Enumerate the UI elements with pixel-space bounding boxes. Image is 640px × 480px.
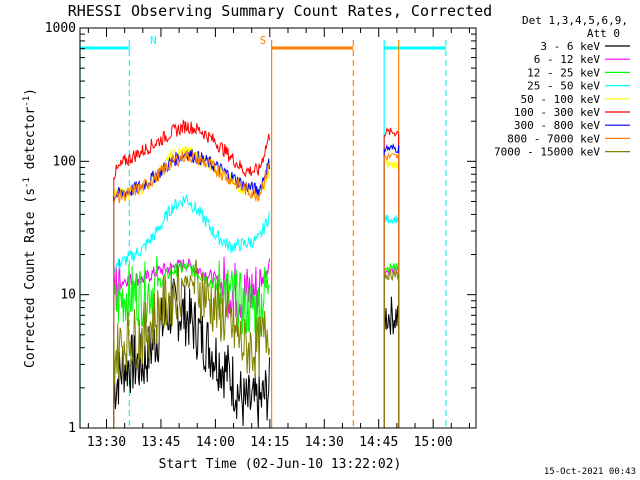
y-tick-label: 10 (60, 288, 76, 303)
flag-label: S (260, 34, 267, 47)
x-tick-label: 14:00 (196, 435, 235, 450)
series-line (113, 149, 270, 428)
legend-header: Det 1,3,4,5,6,9, (522, 14, 628, 27)
y-tick-label: 100 (53, 154, 76, 169)
series-line-2 (383, 265, 400, 428)
legend-label: 300 - 800 keV (514, 119, 600, 132)
series-line-2 (383, 142, 400, 428)
series-line-2 (383, 152, 400, 428)
series-line (113, 119, 270, 428)
series-line (113, 278, 270, 429)
y-axis-label: Corrected Count Rate (s-1 detector-1) (22, 88, 38, 368)
legend-label: 100 - 300 keV (514, 106, 600, 119)
x-tick-label: 13:30 (87, 435, 126, 450)
legend-label: 25 - 50 keV (527, 80, 600, 93)
series-line (113, 149, 270, 428)
series-line-2 (383, 214, 400, 428)
series-line (113, 259, 270, 428)
series-line-2 (383, 159, 400, 428)
series-line (113, 194, 270, 428)
y-axis-label-sup2: -1 (22, 96, 32, 107)
series-line-2 (383, 296, 400, 428)
x-axis-label: Start Time (02-Jun-10 13:22:02) (159, 457, 402, 472)
y-tick-label: 1 (68, 421, 76, 436)
series-line-2 (383, 269, 400, 428)
flag-label: N (150, 34, 157, 47)
y-tick-label: 1000 (45, 21, 76, 36)
legend-label: 50 - 100 keV (521, 93, 601, 106)
series-layer (113, 119, 400, 429)
y-axis-label-part2: detector (23, 107, 38, 178)
legend-label: 7000 - 15000 keV (494, 146, 600, 159)
legend-label: 800 - 7000 keV (507, 132, 600, 145)
date-stamp: 15-Oct-2021 00:43 (544, 467, 636, 477)
y-axis-label-part1: Corrected Count Rate (s (23, 188, 38, 368)
series-line-2 (383, 127, 400, 428)
legend-header-att: Att 0 (587, 27, 620, 40)
axis-layer: 1 10 100 1000 13:30 13:45 14:00 14:15 14:30 14:45… (45, 21, 477, 450)
x-tick-label: 14:15 (250, 435, 289, 450)
legend-label: 3 - 6 keV (540, 40, 600, 53)
series-line-2 (383, 262, 400, 428)
chart-title: RHESSI Observing Summary Count Rates, Co… (68, 2, 492, 20)
x-tick-label: 15:00 (414, 435, 453, 450)
y-axis-label-sup1: -1 (22, 177, 32, 188)
legend-label: 6 - 12 keV (534, 53, 601, 66)
plot-frame (79, 27, 477, 429)
y-axis-label-part3: ) (23, 88, 38, 96)
x-tick-label: 14:30 (305, 435, 344, 450)
legend-label: 12 - 25 keV (527, 66, 600, 79)
x-tick-label: 13:45 (141, 435, 180, 450)
series-line (113, 255, 270, 428)
x-tick-label: 14:45 (359, 435, 398, 450)
